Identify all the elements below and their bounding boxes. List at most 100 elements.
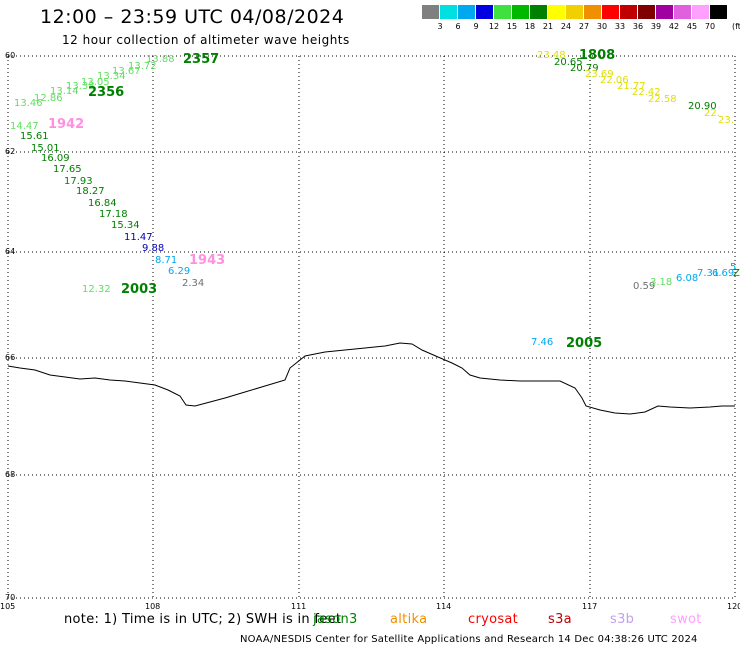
wave-height-label: 2.34 <box>182 278 205 289</box>
satellite-label: altika <box>390 612 428 627</box>
wave-height-label: 3.18 <box>650 277 673 288</box>
legend-swatch <box>620 5 637 19</box>
satellite-label: s3b <box>610 612 635 627</box>
graticule <box>7 55 736 599</box>
pass-time-label: 2003 <box>121 282 158 297</box>
legend-label: 6 <box>455 22 461 31</box>
wave-height-label: 16.84 <box>88 198 117 209</box>
wave-height-label: 12.32 <box>82 284 111 295</box>
legend-label: 30 <box>596 22 608 31</box>
legend-label: 42 <box>668 22 680 31</box>
wave-height-label: 13.38 <box>66 81 95 92</box>
wave-height-label: 13.72 <box>128 61 157 72</box>
wave-height-label: 21.77 <box>617 81 646 92</box>
legend-label: 33 <box>614 22 626 31</box>
wave-height-label: 13.14 <box>50 86 79 97</box>
wave-height-label: 23.48 <box>537 50 566 61</box>
wave-height-label: 6.29 <box>168 266 191 277</box>
wave-height-label: 6.08 <box>676 273 699 284</box>
legend-swatch <box>440 5 457 19</box>
pass-time-label: 1943 <box>189 253 226 268</box>
credit-footer: NOAA/NESDIS Center for Satellite Applica… <box>240 634 698 645</box>
map-subtitle: 12 hour collection of altimeter wave hei… <box>62 33 350 47</box>
wave-height-label: 22.58 <box>648 94 677 105</box>
wave-height-label: 23. <box>718 115 734 126</box>
wave-height-label: 22. <box>704 108 720 119</box>
wave-height-label: 13.05 <box>81 77 110 88</box>
legend-label: 24 <box>560 22 572 31</box>
wave-height-label: 13.46 <box>14 98 43 109</box>
longitude-label: 120 <box>727 602 740 611</box>
legend-unit: (ft) <box>731 22 740 31</box>
wave-height-label: Z <box>733 268 740 279</box>
wave-height-label: 14.47 <box>10 121 39 132</box>
pass-time-label: 1808 <box>579 48 616 63</box>
pass-time-label: 1942 <box>48 117 85 132</box>
wave-height-label: 12.86 <box>34 93 63 104</box>
wave-height-label: 7.46 <box>531 337 554 348</box>
legend-label: 70 <box>704 22 716 31</box>
wave-height-label: 17.18 <box>99 209 128 220</box>
legend-swatch <box>458 5 475 19</box>
map-canvas <box>7 55 736 599</box>
legend-label: 3 <box>437 22 443 31</box>
wave-height-label: 17.65 <box>53 164 82 175</box>
longitude-label: 105 <box>0 602 16 611</box>
legend-swatch <box>548 5 565 19</box>
pass-time-label: 2357 <box>183 52 220 67</box>
legend-label: 15 <box>506 22 518 31</box>
wave-height-label: 22.42 <box>632 87 661 98</box>
legend-swatch <box>476 5 493 19</box>
legend-label: 9 <box>473 22 479 31</box>
wave-height-label: 22.06 <box>600 75 629 86</box>
wave-height-label: 7.31 <box>697 268 720 279</box>
longitude-label: 108 <box>145 602 161 611</box>
coastline <box>7 342 735 415</box>
pass-time-label: 2356 <box>88 85 125 100</box>
legend-swatch <box>602 5 619 19</box>
pass-time-label: 2005 <box>566 336 603 351</box>
wave-height-label: 18.27 <box>76 186 105 197</box>
map-title: 12:00 – 23:59 UTC 04/08/2024 <box>40 6 345 28</box>
latitude-label: 70 <box>5 593 16 602</box>
legend-swatch <box>674 5 691 19</box>
satellite-label: s3a <box>548 612 572 627</box>
latitude-label: 64 <box>5 247 16 256</box>
legend-swatch <box>710 5 727 19</box>
legend-swatch <box>494 5 511 19</box>
wave-height-label: 9.88 <box>142 243 165 254</box>
legend-swatch <box>656 5 673 19</box>
legend-swatch <box>422 5 439 19</box>
satellite-label: jason3 <box>313 612 358 627</box>
wave-height-label: 23.69 <box>585 69 614 80</box>
legend-label: 27 <box>578 22 590 31</box>
legend-label: 12 <box>488 22 500 31</box>
wave-height-label: 15.61 <box>20 131 49 142</box>
legend-swatch <box>530 5 547 19</box>
satellite-label: cryosat <box>468 612 519 627</box>
latitude-label: 68 <box>5 470 16 479</box>
wave-height-label: 20.65 <box>554 57 583 68</box>
wave-height-label: 13.88 <box>146 54 175 65</box>
legend-label: 39 <box>650 22 662 31</box>
wave-height-label: 0.59 <box>633 281 656 292</box>
wave-height-label: 6.69 <box>712 268 735 279</box>
legend-label: 36 <box>632 22 644 31</box>
wave-height-label: 16.09 <box>41 153 70 164</box>
legend-label: 45 <box>686 22 698 31</box>
latitude-label: 60 <box>5 51 16 60</box>
wave-height-label: 13.67 <box>112 66 141 77</box>
legend-label: 18 <box>524 22 536 31</box>
latitude-label: 62 <box>5 147 16 156</box>
satellite-label: swot <box>670 612 702 627</box>
longitude-label: 111 <box>291 602 307 611</box>
legend-label: 21 <box>542 22 554 31</box>
wave-height-label: 5 <box>730 262 737 273</box>
latitude-label: 66 <box>5 353 16 362</box>
units-note: note: 1) Time is in UTC; 2) SWH is in fe… <box>64 612 342 627</box>
wave-height-label: 11.47 <box>124 232 153 243</box>
wave-height-label: 17.93 <box>64 176 93 187</box>
legend-swatch <box>692 5 709 19</box>
legend-swatch <box>512 5 529 19</box>
longitude-label: 114 <box>436 602 452 611</box>
